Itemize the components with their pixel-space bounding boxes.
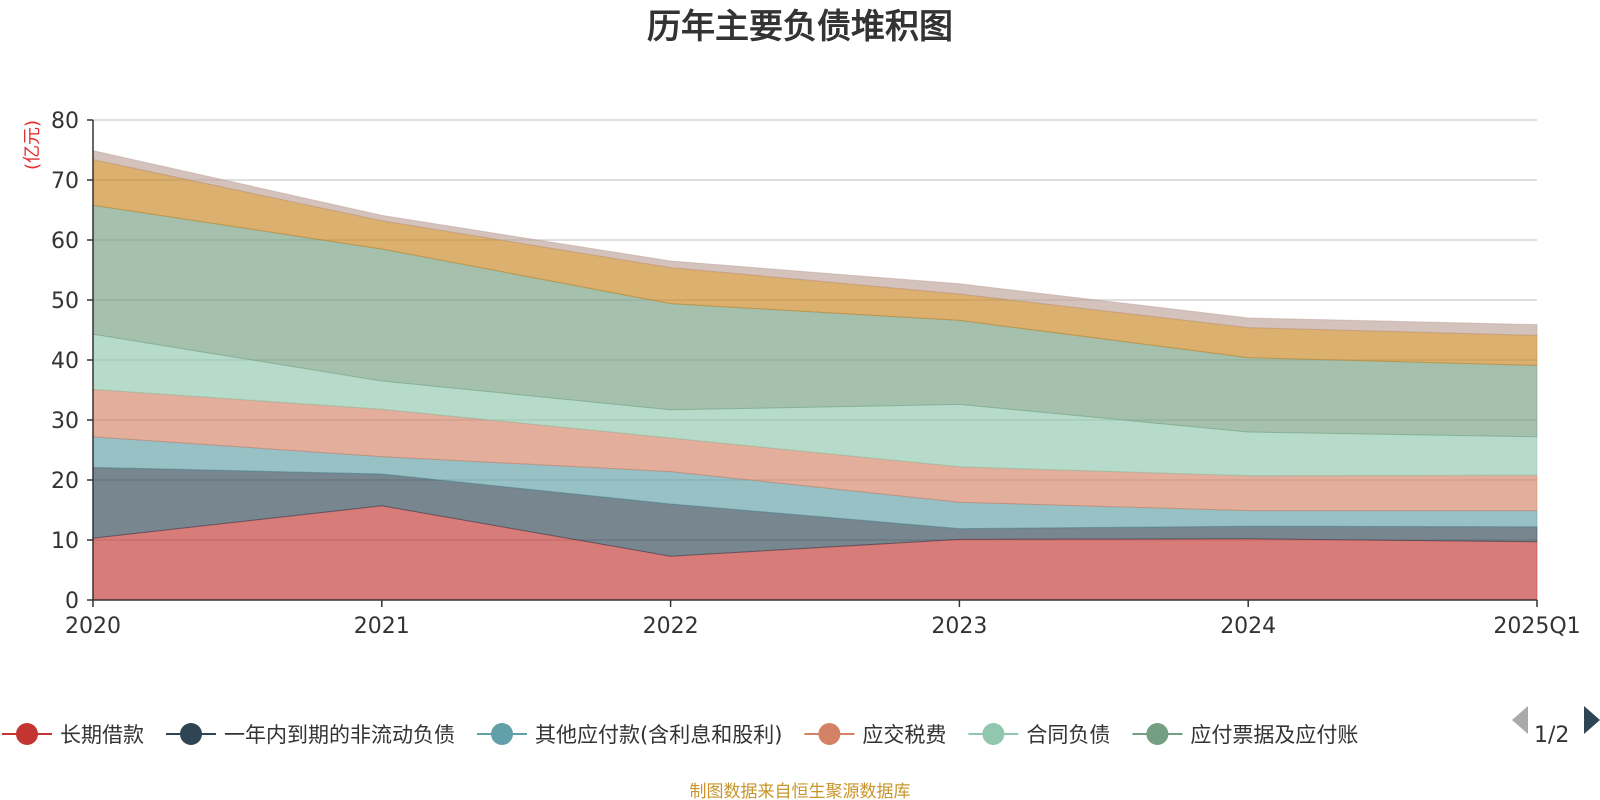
x-tick-label-4: 2024 xyxy=(1220,614,1276,639)
area-series-group xyxy=(92,149,1538,601)
x-tick-label-1: 2021 xyxy=(354,614,410,639)
y-tick-label-2: 20 xyxy=(51,469,79,494)
legend: 长期借款 一年内到期的非流动负债 其他应付款(含利息和股利) 应交税费 合同负债 应付票据… xyxy=(2,723,1358,747)
y-tick-label-8: 80 xyxy=(51,109,79,134)
chart-title: 历年主要负债堆积图 xyxy=(647,7,953,47)
y-axis-ticks: 0 10 20 30 40 50 60 70 80 xyxy=(51,109,93,614)
legend-prev-icon[interactable] xyxy=(1512,706,1528,734)
legend-label-3: 应交税费 xyxy=(862,723,946,747)
legend-label-1: 一年内到期的非流动负债 xyxy=(224,723,455,747)
legend-item-0[interactable]: 长期借款 xyxy=(2,723,144,747)
legend-marker-3 xyxy=(818,723,841,745)
legend-item-5[interactable]: 应付票据及应付账 xyxy=(1132,723,1358,747)
y-axis-unit-label: (亿元) xyxy=(22,120,43,170)
legend-marker-5 xyxy=(1146,723,1169,745)
y-tick-label-4: 40 xyxy=(51,349,79,374)
area-series-7 xyxy=(92,149,1538,336)
x-tick-label-2: 2022 xyxy=(643,614,699,639)
legend-marker-2 xyxy=(491,723,513,745)
x-tick-label-0: 2020 xyxy=(65,614,121,639)
y-tick-label-1: 10 xyxy=(51,529,79,554)
legend-marker-0 xyxy=(16,723,38,745)
legend-label-0: 长期借款 xyxy=(60,723,144,747)
legend-item-1[interactable]: 一年内到期的非流动负债 xyxy=(166,723,455,747)
legend-label-2: 其他应付款(含利息和股利) xyxy=(535,723,782,747)
y-tick-label-3: 30 xyxy=(51,409,79,434)
x-axis-ticks: 2020 2021 2022 2023 2024 2025Q1 xyxy=(65,600,1581,639)
legend-item-3[interactable]: 应交税费 xyxy=(804,723,946,747)
legend-marker-1 xyxy=(180,723,202,745)
x-tick-label-5: 2025Q1 xyxy=(1493,614,1580,639)
y-tick-label-7: 70 xyxy=(51,169,79,194)
legend-marker-4 xyxy=(982,723,1005,745)
y-tick-label-6: 60 xyxy=(51,229,79,254)
legend-item-4[interactable]: 合同负债 xyxy=(968,723,1110,747)
legend-label-5: 应付票据及应付账 xyxy=(1190,723,1358,747)
source-note: 制图数据来自恒生聚源数据库 xyxy=(690,782,911,800)
legend-label-4: 合同负债 xyxy=(1026,723,1110,747)
y-tick-label-5: 50 xyxy=(51,289,79,314)
legend-next-icon[interactable] xyxy=(1584,706,1600,734)
legend-item-2[interactable]: 其他应付款(含利息和股利) xyxy=(477,723,782,747)
x-tick-label-3: 2023 xyxy=(931,614,987,639)
y-tick-label-0: 0 xyxy=(65,589,79,614)
legend-pager: 1/2 xyxy=(1512,706,1600,748)
legend-page-indicator: 1/2 xyxy=(1534,723,1569,748)
